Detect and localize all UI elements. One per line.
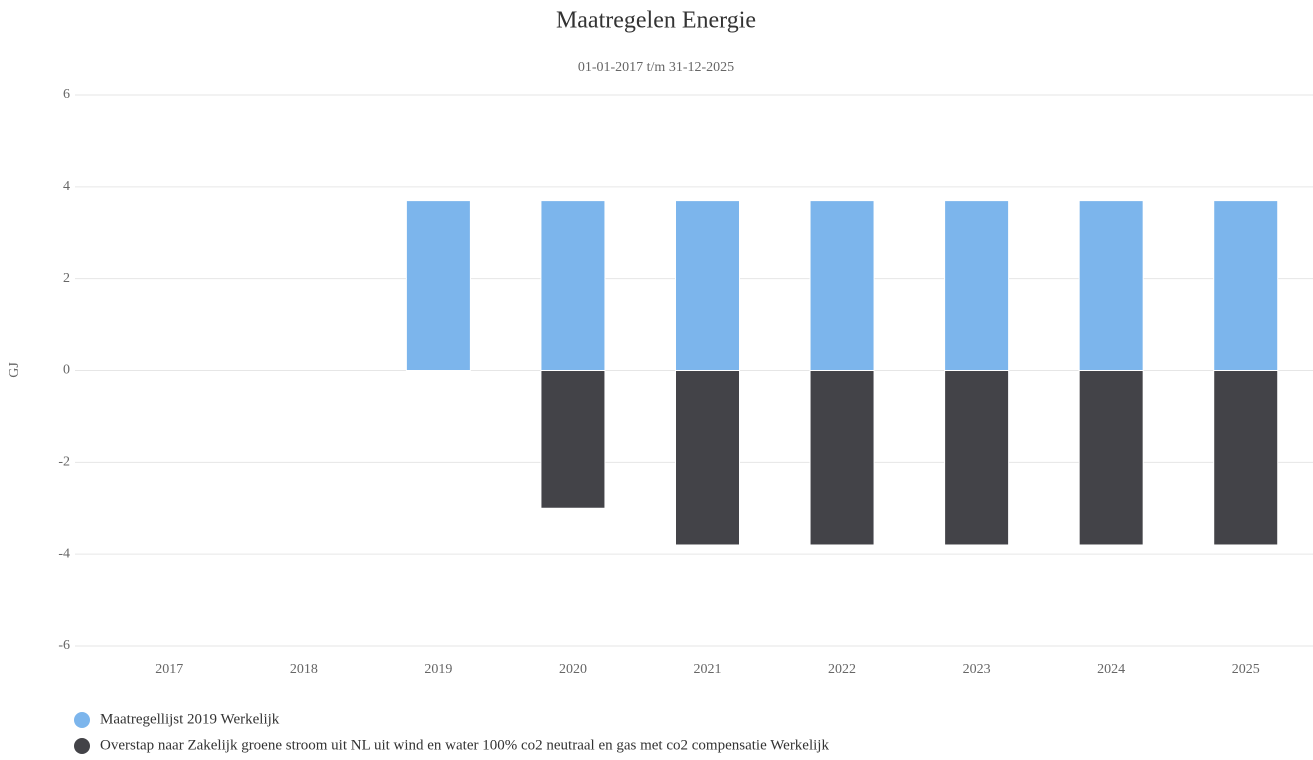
- bar: [1078, 370, 1144, 546]
- legend-label: Overstap naar Zakelijk groene stroom uit…: [100, 737, 829, 753]
- x-tick-label: 2017: [155, 662, 183, 677]
- x-tick-label: 2018: [290, 662, 318, 677]
- legend-label: Maatregellijst 2019 Werkelijk: [100, 711, 280, 727]
- x-tick-label: 2023: [963, 662, 991, 677]
- x-tick-label: 2025: [1232, 662, 1260, 677]
- bar: [1213, 200, 1279, 371]
- y-tick-label: 6: [63, 87, 70, 102]
- x-tick-label: 2022: [828, 662, 856, 677]
- bar: [809, 370, 875, 546]
- chart-title: Maatregelen Energie: [556, 8, 756, 34]
- x-tick-label: 2024: [1097, 662, 1125, 677]
- bar: [809, 200, 875, 371]
- bar: [944, 370, 1010, 546]
- x-tick-label: 2019: [424, 662, 452, 677]
- bar: [540, 370, 606, 509]
- y-axis-label: GJ: [7, 362, 22, 378]
- bar: [1078, 200, 1144, 371]
- y-tick-label: -2: [58, 455, 70, 470]
- bar: [944, 200, 1010, 371]
- y-tick-label: 4: [63, 179, 70, 194]
- y-tick-label: 0: [63, 363, 70, 378]
- legend-marker: [74, 712, 90, 728]
- bar: [1213, 370, 1279, 546]
- bar: [540, 200, 606, 371]
- y-tick-label: 2: [63, 271, 70, 286]
- y-tick-label: -4: [58, 546, 70, 561]
- y-tick-label: -6: [58, 638, 70, 653]
- chart-subtitle: 01-01-2017 t/m 31-12-2025: [578, 60, 734, 75]
- bar: [405, 200, 471, 371]
- legend-marker: [74, 738, 90, 754]
- x-tick-label: 2020: [559, 662, 587, 677]
- bar: [675, 200, 740, 371]
- bar: [675, 370, 740, 546]
- x-tick-label: 2021: [694, 662, 722, 677]
